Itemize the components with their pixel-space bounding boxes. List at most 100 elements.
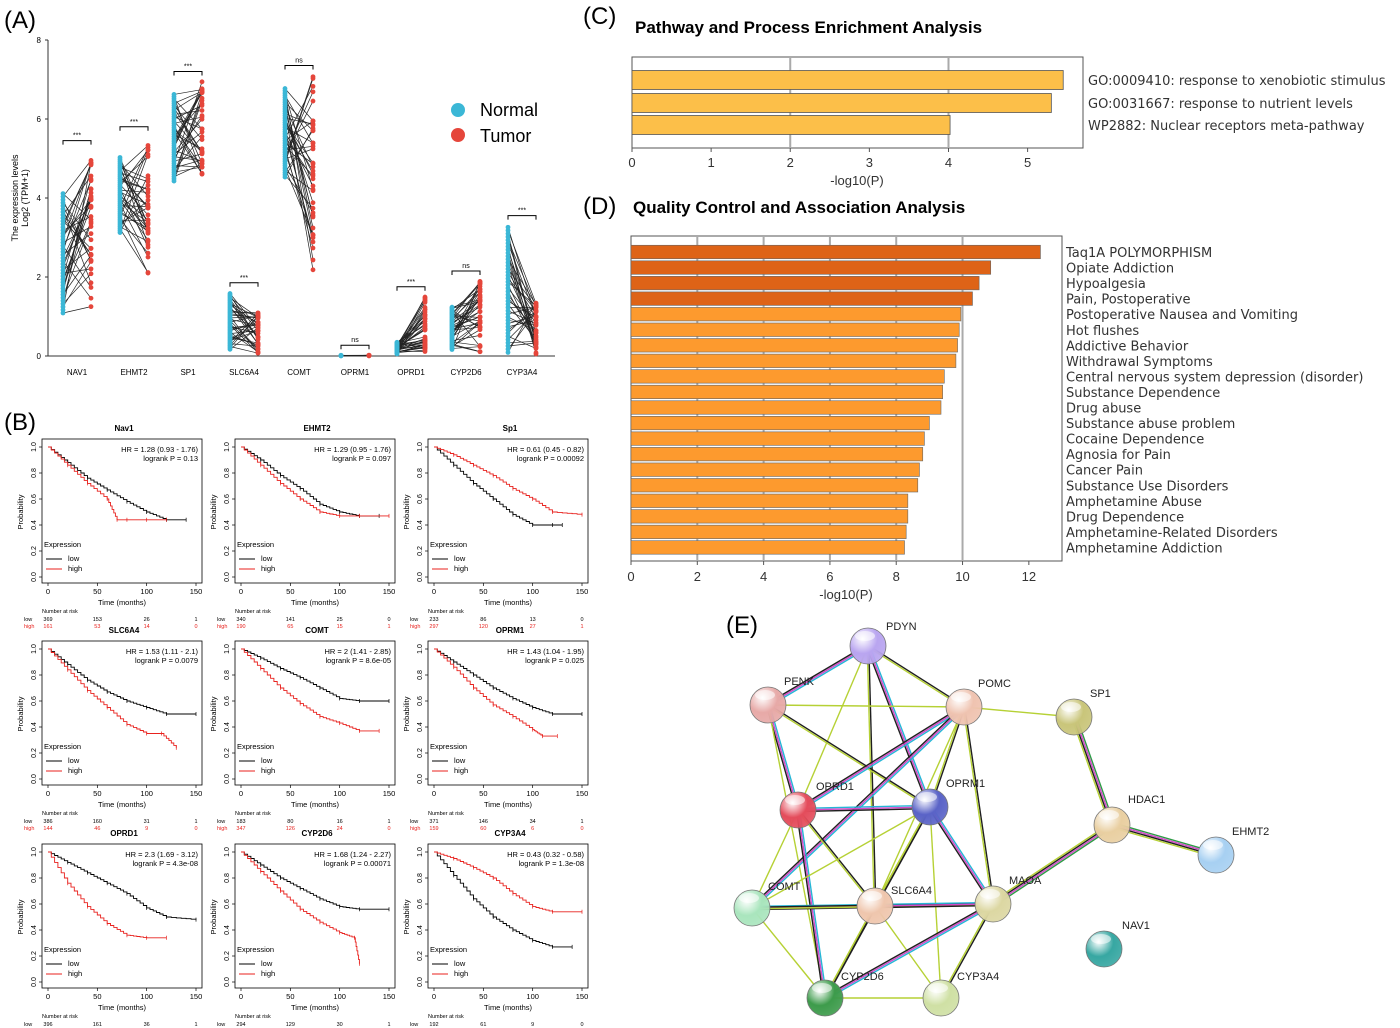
panel-a-tumor-point	[145, 187, 151, 192]
km-risk-high-value: 53	[94, 624, 100, 630]
panel-a-pair-line	[62, 233, 92, 256]
node-pdyn: PDYN	[849, 621, 917, 665]
node-label: EHMT2	[1232, 826, 1269, 838]
panel-a-pair-line	[62, 160, 92, 197]
panel-a-pair-line	[451, 316, 481, 328]
panel-a-pair-line	[119, 226, 149, 242]
km-risk-low-value: 371	[429, 819, 438, 825]
panel-d-category-label: Opiate Addiction	[1066, 262, 1174, 277]
km-risk-low-label: low	[217, 819, 225, 825]
panel-a-pair-line	[396, 325, 426, 343]
km-ytick-label: 0.6	[31, 494, 38, 504]
km-ytick-label: 1.0	[224, 847, 231, 857]
km-risk-low-value: 1	[194, 1022, 197, 1028]
panel-a-significance-bracket	[173, 70, 203, 76]
panel-a-pair-line	[284, 90, 314, 261]
km-risk-low-value: 25	[337, 617, 343, 623]
node-hdac1: HDAC1	[1093, 794, 1165, 844]
network-edge	[928, 807, 993, 906]
panel-a-tumor-point	[310, 141, 316, 146]
panel-a-pair-line	[119, 203, 149, 258]
km-legend-title: Expression	[430, 540, 467, 549]
km-risk-title: Number at risk	[428, 811, 464, 817]
km-risk-low-value: 386	[43, 819, 52, 825]
km-ytick-label: 0.2	[224, 546, 231, 556]
km-pvalue: logrank P = 0.097	[332, 454, 391, 463]
km-legend-title: Expression	[44, 742, 81, 751]
panel-a-pair-line	[229, 300, 259, 345]
network-edge	[751, 907, 826, 999]
panel-a-tumor-point	[199, 108, 205, 113]
panel-a-tumor-point	[477, 297, 483, 302]
km-ytick-label: 0.0	[417, 572, 424, 582]
km-ylabel: Probability	[402, 696, 411, 731]
km-ytick-label: 0.4	[224, 722, 231, 732]
km-frame	[41, 640, 203, 786]
panel-a-pair-line	[62, 216, 92, 231]
panel-d-bar	[630, 276, 980, 291]
panel-a-pair-line	[62, 205, 92, 234]
panel-a-pair-line	[451, 310, 481, 328]
panel-a-pair-line	[396, 323, 426, 346]
panel-a-significance-label: ns	[351, 337, 359, 344]
network-edge	[824, 903, 994, 999]
km-ytick-label: 1.0	[417, 442, 424, 452]
km-legend-high-label: high	[261, 564, 275, 573]
network-edge	[797, 804, 930, 810]
km-risk-high-value: 1	[580, 624, 583, 630]
km-xlabel: Time (months)	[291, 800, 340, 809]
panel-a-normal-point	[227, 291, 233, 296]
panel-a-tumor-point	[310, 89, 316, 95]
panel-d-xtick-label: 0	[627, 569, 634, 584]
km-title: EHMT2	[303, 424, 331, 433]
km-hr: HR = 1.53 (1.11 - 2.1)	[126, 647, 199, 656]
node-label: POMC	[978, 678, 1011, 690]
network-edge	[993, 826, 1114, 907]
km-risk-title: Number at risk	[42, 609, 78, 615]
network-edge	[1072, 717, 1112, 826]
km-legend-high-label: high	[454, 969, 468, 978]
panel-a-tumor-point	[310, 74, 316, 80]
km-risk-high-value: 347	[236, 826, 245, 832]
km-ytick-label: 0.0	[224, 572, 231, 582]
panel-a-tumor-point	[145, 205, 151, 211]
panel-c-category-label: WP2882: Nuclear receptors meta-pathway	[1088, 119, 1365, 134]
panel-a-tumor-point	[533, 340, 539, 346]
km-ytick-label: 0.6	[224, 696, 231, 706]
node-oprd1: OPRD1	[779, 781, 854, 829]
km-xlabel: Time (months)	[484, 598, 533, 607]
panel-a-pair-line	[396, 346, 426, 350]
panel-a-pair-line	[173, 110, 203, 115]
km-low-curve	[48, 446, 187, 521]
panel-d-bar	[630, 415, 930, 431]
km-low-curve	[434, 648, 582, 715]
panel-d-bar	[630, 384, 943, 400]
panel-a-pair-line	[229, 324, 259, 353]
km-low-curve	[241, 446, 380, 517]
panel-a-category-label: OPRM1	[341, 368, 370, 377]
panel-a-tumor-point	[199, 95, 205, 101]
node-highlight	[812, 983, 832, 993]
panel-a-pair-line	[451, 306, 481, 323]
km-pvalue: logrank P = 4.3e-08	[132, 859, 198, 868]
panel-a-tumor-point	[477, 344, 483, 349]
km-risk-low-value: 13	[530, 617, 536, 623]
km-xlabel: Time (months)	[98, 800, 147, 809]
km-ytick-label: 1.0	[224, 442, 231, 452]
km-ytick-label: 0.4	[31, 722, 38, 732]
km-ytick-label: 0.4	[224, 520, 231, 530]
network-edge	[874, 903, 994, 907]
panel-a-pair-line	[284, 101, 314, 132]
panel-a-pair-line	[62, 223, 92, 298]
km-ytick-label: 0.8	[31, 670, 38, 680]
network-edge	[751, 806, 931, 909]
km-risk-high-label: high	[24, 826, 34, 832]
km-risk-high-label: high	[24, 624, 34, 630]
panel-a-tumor-point	[199, 137, 205, 142]
panel-a-tumor-point	[88, 266, 94, 272]
km-low-curve	[48, 648, 196, 715]
panel-a-pair-line	[451, 312, 481, 327]
km-xtick-label: 50	[93, 789, 101, 798]
km-frame	[427, 843, 589, 989]
km-risk-high-value: 126	[286, 826, 295, 832]
